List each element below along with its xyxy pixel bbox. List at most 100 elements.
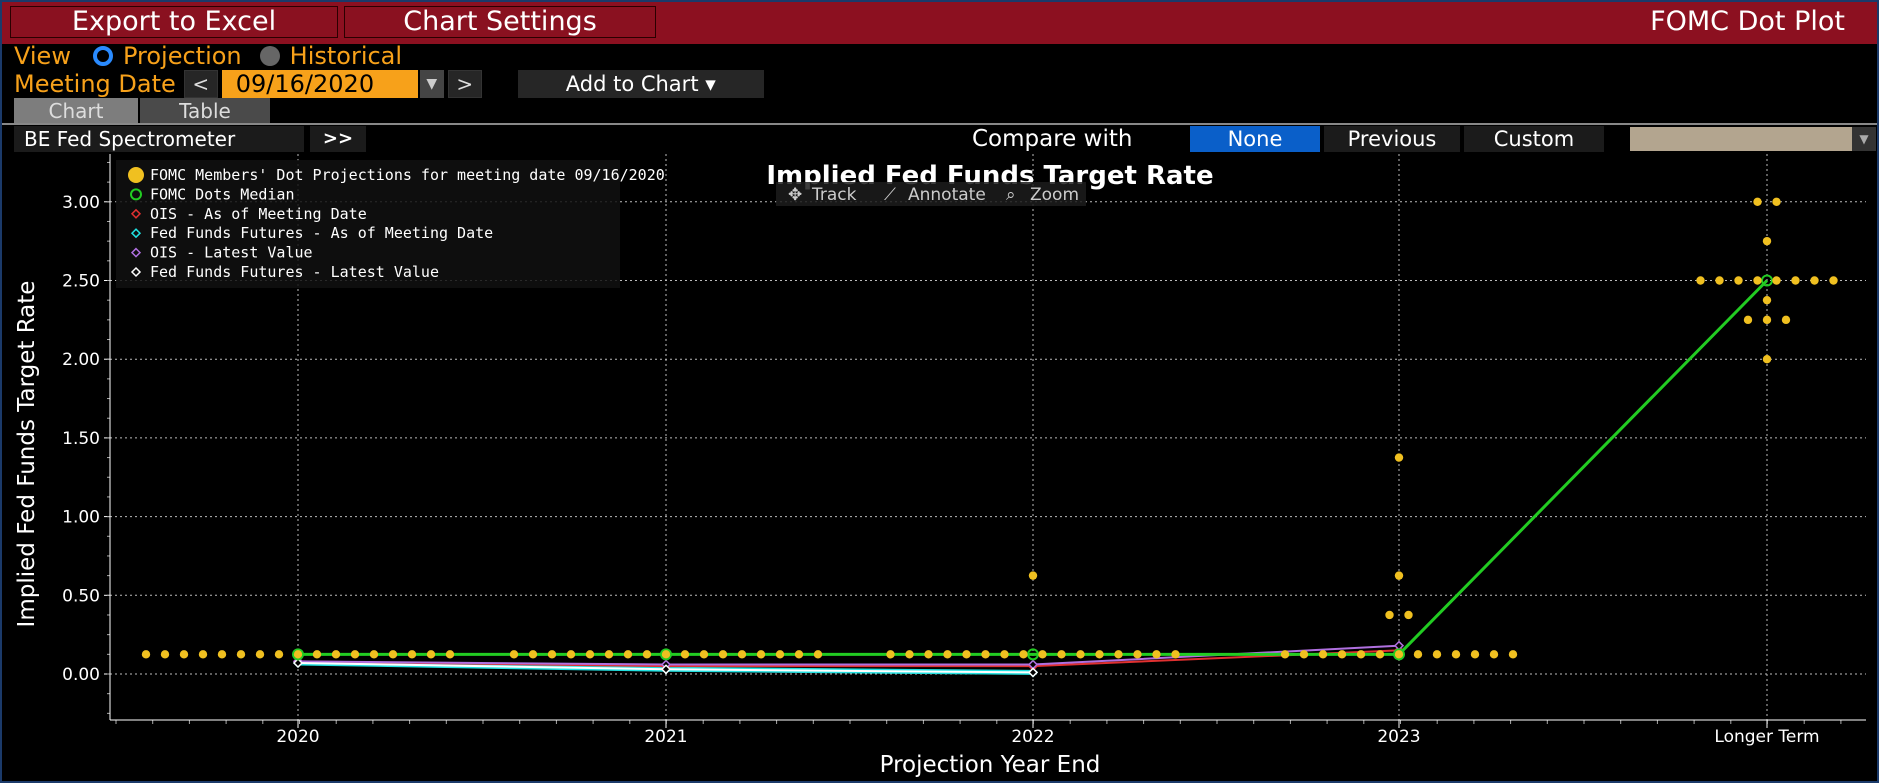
dot-projection — [331, 650, 341, 659]
dot-projection — [1762, 315, 1772, 325]
median-marker — [1027, 648, 1039, 661]
dot-projection — [585, 650, 595, 659]
zoom-icon[interactable]: ⌕ — [1006, 185, 1016, 205]
prev-date-button[interactable]: < — [183, 70, 218, 98]
y-tick-label: 3.00 — [62, 193, 100, 213]
dot-projection — [509, 650, 519, 659]
dot-projection — [1413, 650, 1423, 659]
dot-projection — [1432, 650, 1442, 659]
dot-projection — [680, 650, 690, 659]
dot-projection — [1734, 276, 1743, 285]
custom-compare-input[interactable] — [1630, 127, 1852, 151]
meeting-date-row: Meeting Date < 09/16/2020 ▼ > Add to Cha… — [14, 69, 764, 99]
track-tool[interactable]: Track — [811, 185, 857, 205]
chart-settings-button[interactable]: Chart Settings — [344, 6, 656, 38]
dot-projection — [1489, 650, 1499, 659]
median-marker — [660, 648, 672, 661]
projection-radio[interactable] — [92, 46, 113, 66]
y-tick-label: 0.00 — [62, 665, 100, 685]
legend-marker — [130, 266, 142, 278]
next-date-button[interactable]: > — [447, 70, 482, 98]
chart-toolbar: BE Fed Spectrometer >> Compare with None… — [14, 126, 1876, 154]
tab-chart[interactable]: Chart — [14, 98, 138, 124]
compare-with-label: Compare with — [972, 126, 1133, 152]
x-tick-label: 2023 — [1377, 727, 1420, 747]
dot-projection — [1356, 650, 1366, 659]
series-line — [298, 279, 1769, 656]
dot-projection — [1508, 650, 1518, 659]
dot-projection — [293, 650, 303, 659]
legend-entry: Fed Funds Futures - Latest Value — [150, 263, 439, 281]
legend-marker — [130, 208, 142, 219]
compare-none-button[interactable]: None — [1190, 126, 1320, 152]
fed-spectrometer-button[interactable]: BE Fed Spectrometer — [14, 126, 304, 152]
dot-projection — [1715, 276, 1724, 285]
dot-projection — [1394, 453, 1404, 462]
dot-projection — [1385, 610, 1394, 620]
chart-axes: 0.00 0.50 1.00 1.50 2.00 2.50 3.00 2020 2021 2022… — [62, 154, 1866, 747]
dot-projection — [1076, 650, 1085, 659]
dot-projection — [1318, 650, 1328, 659]
y-axis-label: Implied Fed Funds Target Rate — [14, 281, 40, 628]
dot-projection — [407, 650, 417, 659]
dot-projection — [1133, 650, 1142, 659]
annotate-tool[interactable]: Annotate — [908, 185, 986, 205]
legend-dot-marker — [128, 167, 144, 183]
dot-projection — [699, 650, 709, 659]
dot-projection — [1095, 650, 1104, 659]
dot-projection — [274, 650, 284, 659]
compare-custom-button[interactable]: Custom — [1464, 126, 1604, 152]
tab-table[interactable]: Table — [140, 98, 270, 124]
dot-projections — [141, 197, 1838, 659]
x-tick-label: Longer Term — [1714, 727, 1819, 747]
dot-projection — [1280, 650, 1290, 659]
export-to-excel-button[interactable]: Export to Excel — [10, 6, 338, 38]
custom-compare-dropdown-icon[interactable]: ▼ — [1852, 127, 1876, 151]
dot-projection — [1781, 315, 1791, 325]
dot-projection — [756, 650, 766, 659]
series-marker — [660, 664, 672, 675]
dot-projection — [1337, 650, 1347, 659]
median-marker — [1393, 648, 1405, 661]
projection-label[interactable]: Projection — [122, 42, 242, 70]
dot-projection — [1114, 650, 1123, 659]
date-dropdown-icon[interactable]: ▼ — [419, 70, 444, 98]
legend-entry: Fed Funds Futures - As of Meeting Date — [150, 224, 493, 242]
annotate-icon[interactable]: ⟋ — [884, 185, 896, 205]
dot-projection — [886, 650, 895, 659]
chart-grid — [110, 154, 1866, 720]
legend-entry: OIS - Latest Value — [150, 244, 313, 262]
dot-projection — [547, 650, 557, 659]
dot-projection — [1791, 276, 1800, 285]
median-marker — [292, 648, 304, 661]
x-tick-label: 2020 — [276, 727, 319, 747]
dot-projection — [1762, 295, 1772, 305]
track-icon[interactable]: ✥ — [788, 185, 802, 205]
meeting-date-field[interactable]: 09/16/2020 — [221, 70, 418, 98]
dot-projection — [1772, 276, 1781, 285]
dot-projection — [1000, 650, 1009, 659]
legend-median-marker — [130, 188, 142, 201]
zoom-tool[interactable]: Zoom — [1030, 185, 1079, 205]
dot-projection — [1772, 197, 1781, 206]
y-tick-label: 2.50 — [62, 272, 100, 292]
dot-projection — [1394, 571, 1404, 580]
historical-radio[interactable] — [259, 46, 280, 66]
dot-projection — [388, 650, 398, 659]
add-to-chart-button[interactable]: Add to Chart ▾ — [517, 70, 764, 98]
chart-series — [292, 274, 1773, 678]
dot-projection — [1394, 650, 1404, 659]
legend-entry: FOMC Members' Dot Projections for meetin… — [150, 166, 665, 184]
dot-projection — [1829, 276, 1838, 285]
dot-projection — [623, 650, 633, 659]
dot-projection — [1404, 610, 1413, 620]
historical-label[interactable]: Historical — [289, 42, 403, 70]
y-tick-label: 1.00 — [62, 508, 100, 528]
dot-projection — [1038, 650, 1047, 659]
legend-marker — [130, 228, 142, 239]
expand-button[interactable]: >> — [310, 126, 366, 152]
compare-previous-button[interactable]: Previous — [1324, 126, 1460, 152]
dot-projection — [1470, 650, 1480, 659]
view-selector: View Projection Historical — [14, 42, 402, 70]
dot-plot-chart[interactable]: 0.00 0.50 1.00 1.50 2.00 2.50 3.00 2020 2021 2022… — [0, 154, 1879, 783]
